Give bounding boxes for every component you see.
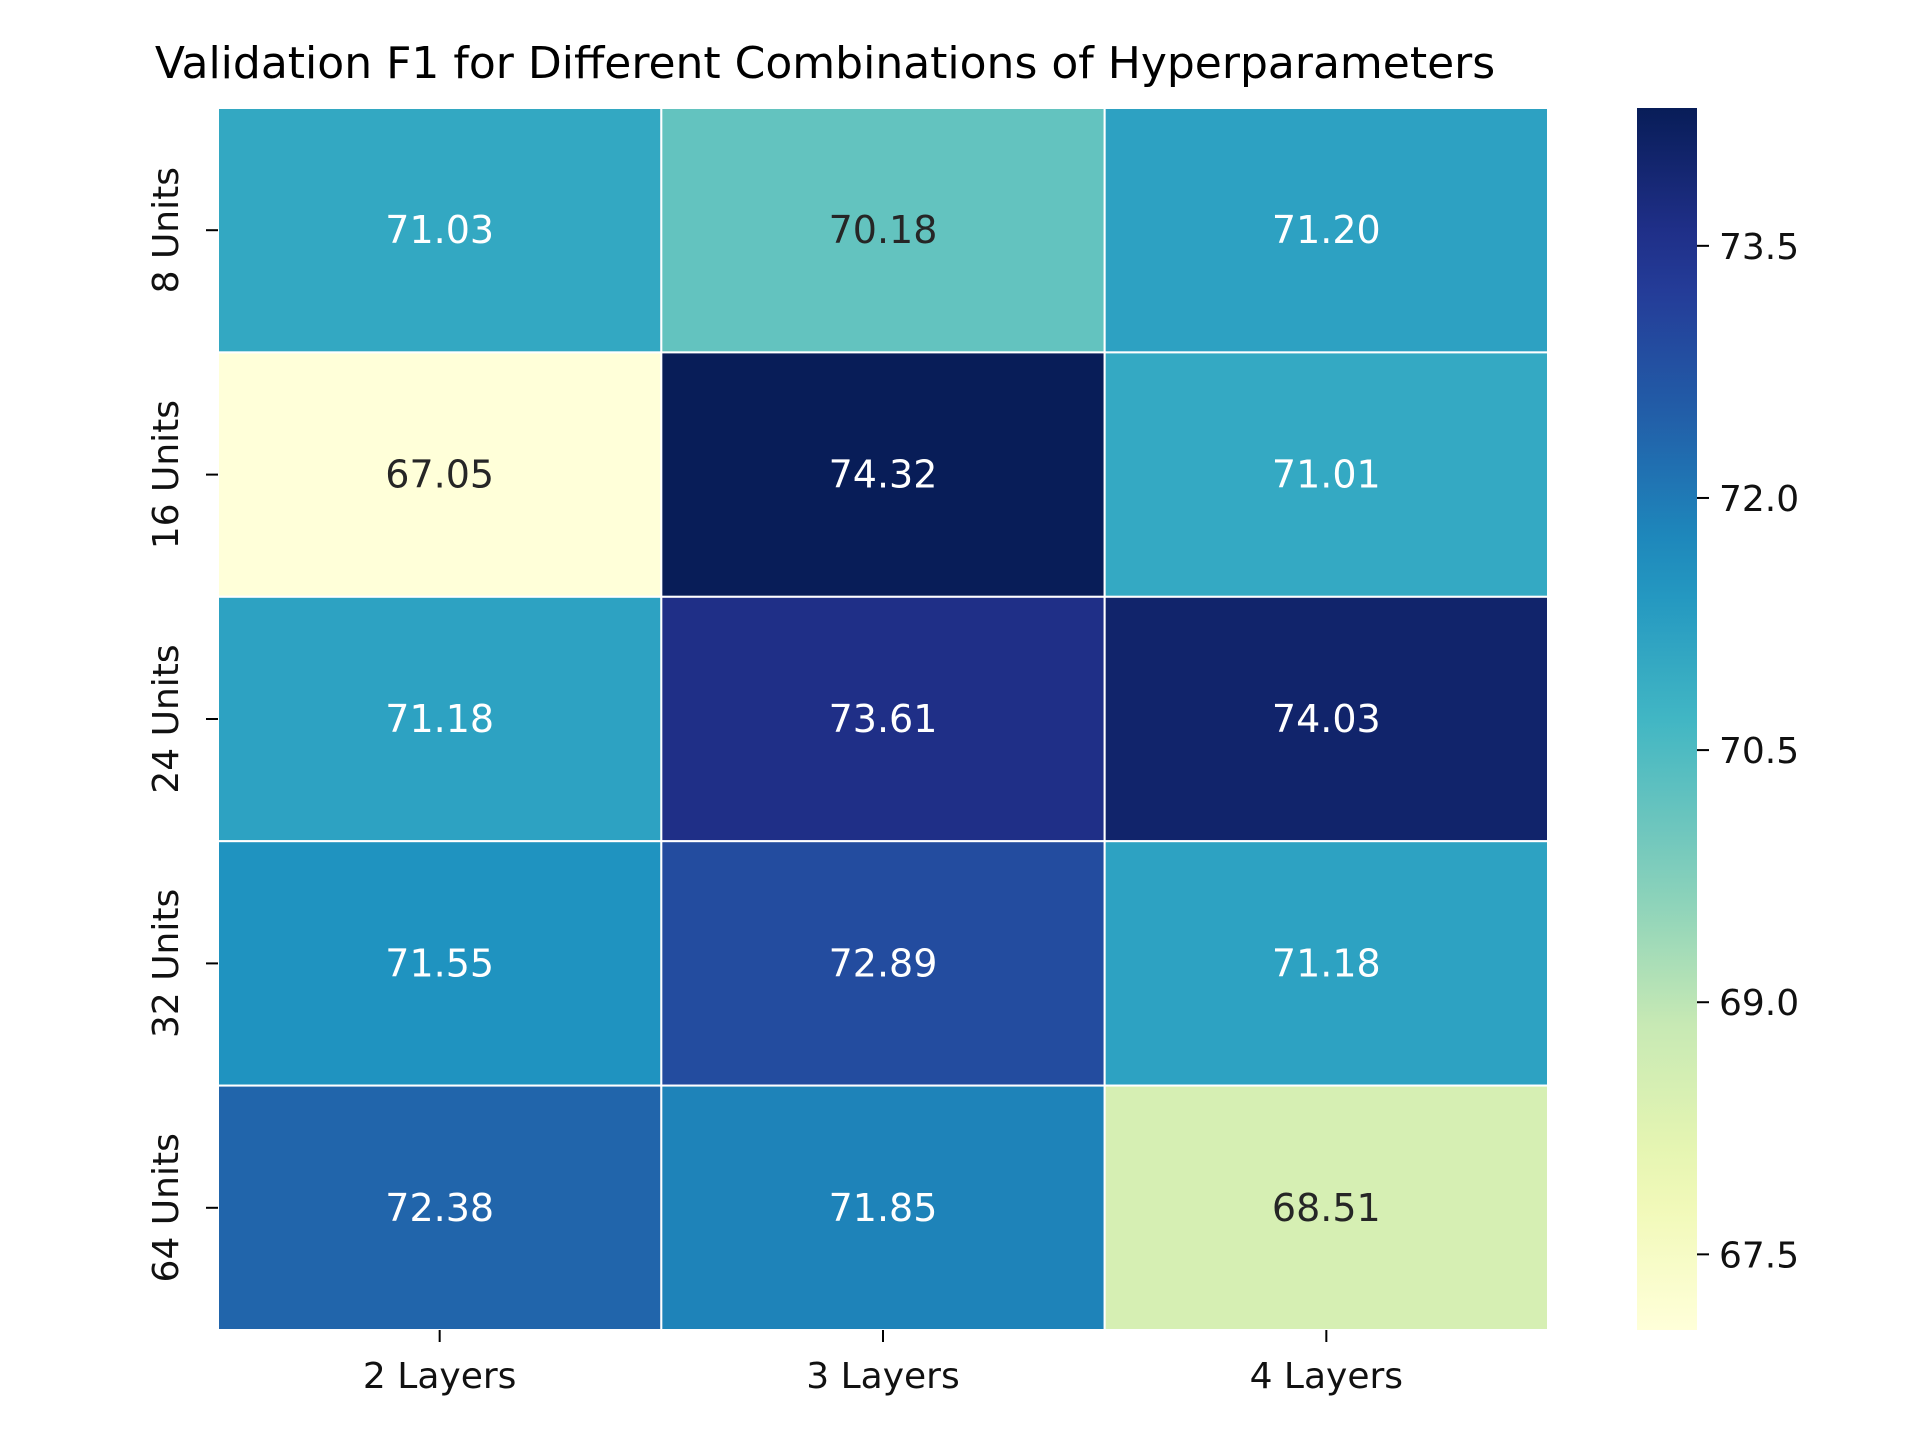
heatmap-cell	[1103, 351, 1549, 598]
heatmap-cell	[660, 351, 1106, 598]
cell-value-label: 73.61	[829, 697, 938, 741]
y-tick-label: 24 Units	[146, 644, 187, 793]
y-tick-label: 16 Units	[146, 400, 187, 549]
y-tick-label: 64 Units	[146, 1133, 187, 1282]
cell-value-label: 72.38	[385, 1186, 494, 1230]
x-tick-label: 4 Layers	[1250, 1356, 1403, 1397]
colorbar-tick-label: 67.5	[1719, 1235, 1799, 1276]
cell-value-label: 67.05	[385, 453, 494, 497]
y-tick-label: 8 Units	[146, 167, 187, 293]
heatmap-cell	[660, 107, 1106, 354]
chart-title: Validation F1 for Different Combinations…	[155, 38, 1495, 89]
colorbar-gradient	[1637, 108, 1697, 1330]
heatmap-cell	[217, 595, 663, 843]
cell-value-label: 74.03	[1272, 697, 1381, 741]
cell-value-label: 74.32	[829, 453, 938, 497]
colorbar-tick-label: 70.5	[1719, 731, 1799, 772]
heatmap-cell	[217, 1084, 663, 1331]
cell-value-label: 71.20	[1272, 208, 1381, 252]
cell-value-label: 71.03	[385, 208, 494, 252]
colorbar-tick-label: 72.0	[1719, 479, 1799, 520]
heatmap-cells: 71.03 70.18 71.20 67.05 74.32 71.01 71.18 73.61…	[217, 107, 1549, 1331]
colorbar-tick-label: 69.0	[1719, 983, 1799, 1024]
heatmap-cell	[217, 840, 663, 1087]
cell-value-label: 71.55	[385, 941, 494, 985]
colorbar-tick-label: 73.5	[1719, 227, 1799, 268]
y-tick-label: 32 Units	[146, 889, 187, 1038]
cell-value-label: 68.51	[1272, 1186, 1381, 1230]
heatmap-cell	[1103, 840, 1549, 1087]
heatmap-cell	[217, 107, 663, 354]
y-axis: 8 Units 16 Units 24 Units 32 Units 64 Units	[146, 167, 218, 1282]
heatmap-cell	[660, 1084, 1106, 1331]
cell-value-label: 71.85	[829, 1186, 938, 1230]
heatmap-cell	[217, 351, 663, 598]
heatmap-cell	[1103, 107, 1549, 354]
colorbar: 67.5 69.0 70.5 72.0 73.5	[1637, 108, 1799, 1330]
cell-value-label: 70.18	[829, 208, 938, 252]
cell-value-label: 71.18	[385, 697, 494, 741]
cell-value-label: 71.18	[1272, 941, 1381, 985]
x-tick-label: 2 Layers	[363, 1356, 516, 1397]
x-tick-label: 3 Layers	[806, 1356, 959, 1397]
heatmap-cell	[660, 595, 1106, 843]
heatmap-cell	[1103, 1084, 1549, 1331]
cell-value-label: 72.89	[829, 941, 938, 985]
x-axis: 2 Layers 3 Layers 4 Layers	[363, 1330, 1403, 1397]
cell-value-label: 71.01	[1272, 453, 1381, 497]
